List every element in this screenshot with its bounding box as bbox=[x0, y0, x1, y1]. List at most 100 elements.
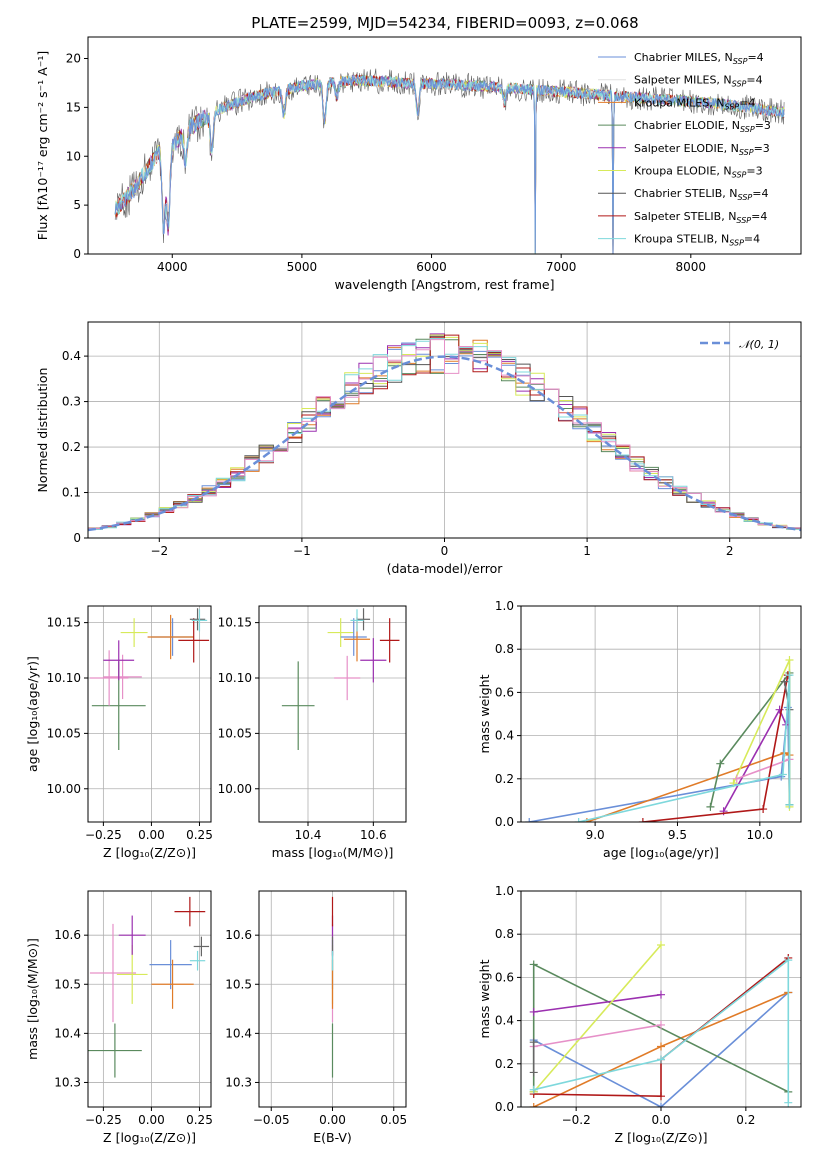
x-tick-label: 0 bbox=[441, 544, 449, 558]
y-tick-label: 10.5 bbox=[54, 977, 81, 991]
error-bar-point bbox=[189, 608, 206, 631]
error-bar-point bbox=[193, 936, 210, 957]
y-tick-label: 10.05 bbox=[47, 726, 81, 740]
residuals-panel: −2 −1 0 1 2 0 0.1 0.2 0.3 0.4 (data-model)/error No… bbox=[35, 321, 802, 576]
plot-frame bbox=[87, 321, 802, 539]
y-tick-label: 0.4 bbox=[495, 1014, 514, 1028]
weight-marker bbox=[657, 1103, 665, 1107]
y-tick-label: 0.6 bbox=[495, 970, 514, 984]
weight-marker bbox=[657, 1020, 665, 1029]
error-bar-point bbox=[151, 959, 194, 1009]
error-bar-point bbox=[120, 618, 148, 647]
plot-area bbox=[114, 68, 785, 254]
y-tick-label: 10.15 bbox=[218, 616, 252, 630]
error-bar-point bbox=[149, 940, 192, 990]
weight-marker bbox=[785, 671, 794, 680]
weight-marker bbox=[775, 705, 784, 714]
weight-line-6 bbox=[533, 957, 789, 1098]
x-axis-label: (data-model)/error bbox=[387, 561, 504, 576]
y-tick-label: 1.0 bbox=[495, 884, 514, 898]
z-mass-panel: −0.25 0.00 0.25 10.3 10.4 10.5 10.6 Z [log₁₀(Z/… bbox=[25, 890, 213, 1145]
weight-marker bbox=[529, 1038, 538, 1047]
x-tick-label: 9.0 bbox=[586, 828, 605, 842]
legend-label: Chabrier ELODIE, NSSP=3 bbox=[634, 119, 771, 134]
x-axis-label: Z [log₁₀(Z/Z⊙)] bbox=[615, 1130, 708, 1145]
y-tick-label: 10.5 bbox=[225, 977, 252, 991]
y-tick-label: 10.10 bbox=[218, 671, 252, 685]
y-tick-label: 0.0 bbox=[495, 815, 514, 829]
weight-marker bbox=[759, 805, 768, 814]
error-bar-point bbox=[189, 950, 206, 971]
weight-marker bbox=[529, 1068, 538, 1077]
error-bar-point bbox=[103, 654, 142, 700]
error-bar-point bbox=[281, 661, 315, 750]
x-tick-label: 0.2 bbox=[736, 1113, 755, 1127]
y-tick-label: 0.2 bbox=[62, 440, 81, 454]
x-tick-label: −0.25 bbox=[85, 828, 122, 842]
plot-area bbox=[88, 333, 801, 533]
x-tick-label: 0.00 bbox=[319, 1113, 346, 1127]
plot-area bbox=[525, 656, 794, 822]
x-axis-label: mass [log₁₀(M/M⊙)] bbox=[272, 845, 394, 860]
x-tick-label: 1 bbox=[583, 544, 591, 558]
y-tick-label: 0.2 bbox=[495, 772, 514, 786]
plot-frame bbox=[258, 890, 407, 1108]
weight-marker bbox=[784, 956, 793, 965]
x-tick-label: 0.00 bbox=[138, 1113, 165, 1127]
weight-marker bbox=[529, 1085, 538, 1094]
y-tick-label: 20 bbox=[66, 52, 81, 66]
plot-frame bbox=[258, 605, 407, 823]
plot-frame bbox=[520, 605, 802, 823]
y-tick-label: 0.6 bbox=[495, 685, 514, 699]
y-tick-label: 10.6 bbox=[225, 928, 252, 942]
y-tick-label: 10 bbox=[66, 149, 81, 163]
grid-lines bbox=[259, 606, 406, 822]
weight-marker bbox=[785, 800, 794, 809]
legend-label: Salpeter ELODIE, NSSP=3 bbox=[634, 142, 770, 157]
y-axis-label: age [log₁₀(age/yr)] bbox=[25, 656, 40, 772]
weight-line-8 bbox=[578, 675, 791, 822]
spectrum-panel: 4000 5000 6000 7000 8000 0 5 10 15 20 wavelength [… bbox=[35, 36, 802, 292]
error-bar-point bbox=[334, 655, 361, 701]
y-axis-label: mass weight bbox=[477, 959, 492, 1038]
weight-marker bbox=[529, 1007, 538, 1016]
y-axis-label: mass weight bbox=[477, 674, 492, 753]
legend-label: 𝒩(0, 1) bbox=[739, 338, 779, 351]
weight-line-8 bbox=[533, 958, 790, 1103]
weight-marker bbox=[784, 1098, 793, 1107]
spectrum-line-0 bbox=[114, 74, 785, 254]
y-tick-label: 0.4 bbox=[495, 729, 514, 743]
plot-area bbox=[281, 608, 400, 750]
error-bar-point bbox=[379, 618, 400, 663]
plot-frame bbox=[87, 605, 212, 823]
plot-area bbox=[89, 608, 210, 750]
grid-lines bbox=[88, 891, 211, 1107]
error-bar-point bbox=[174, 896, 206, 927]
x-tick-label: 5000 bbox=[287, 260, 318, 274]
y-tick-label: 0.8 bbox=[495, 642, 514, 656]
x-tick-label: −0.05 bbox=[253, 1113, 290, 1127]
weight-marker bbox=[529, 1103, 538, 1107]
error-bar-point bbox=[103, 640, 135, 681]
weight-line-3 bbox=[533, 993, 662, 1013]
weight-line-7 bbox=[783, 681, 791, 710]
weight-marker bbox=[657, 990, 665, 999]
x-tick-label: −0.25 bbox=[85, 1113, 122, 1127]
weight-line-6 bbox=[642, 674, 789, 822]
y-tick-label: 0.1 bbox=[62, 486, 81, 500]
legend-label: Salpeter STELIB, NSSP=4 bbox=[634, 210, 767, 225]
x-tick-label: 8000 bbox=[676, 260, 707, 274]
y-tick-label: 0.0 bbox=[495, 1100, 514, 1114]
gaussian-curve bbox=[88, 355, 801, 532]
y-tick-label: 0.2 bbox=[495, 1057, 514, 1071]
y-tick-label: 10.3 bbox=[225, 1075, 252, 1089]
weight-marker bbox=[574, 818, 583, 822]
y-tick-label: 5 bbox=[73, 198, 81, 212]
error-bar-point bbox=[89, 650, 129, 706]
age-weight-panel: 9.0 9.5 10.0 0.0 0.2 0.4 0.6 0.8 1.0 age [log₁₀(a… bbox=[477, 599, 802, 860]
spectrum-title: PLATE=2599, MJD=54234, FIBERID=0093, z=0… bbox=[251, 14, 638, 32]
y-tick-label: 0.3 bbox=[62, 395, 81, 409]
legend-label: Chabrier STELIB, NSSP=4 bbox=[634, 187, 768, 202]
plot-area bbox=[529, 941, 793, 1107]
